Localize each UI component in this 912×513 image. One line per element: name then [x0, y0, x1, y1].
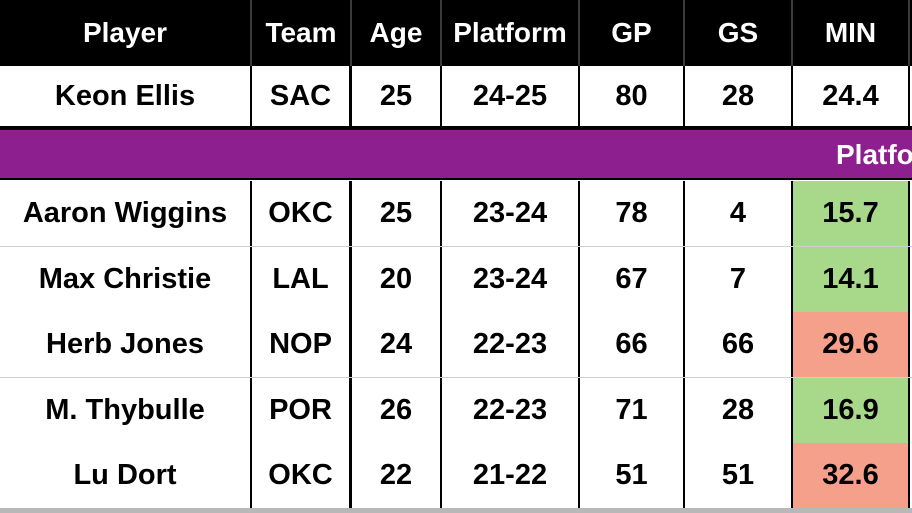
cell-team: OKC [252, 443, 352, 508]
cell-gs: 7 [685, 246, 793, 312]
cell-age: 25 [352, 181, 442, 246]
cell-gs: 51 [685, 443, 793, 508]
subject-team: SAC [252, 66, 352, 126]
section-band-label: Platfo [836, 139, 912, 170]
cell-platform: 23-24 [442, 246, 580, 312]
header-gs: GS [685, 0, 793, 66]
cell-team: POR [252, 377, 352, 443]
cell-gp: 71 [580, 377, 685, 443]
cell-age: 26 [352, 377, 442, 443]
subject-player: Keon Ellis [0, 66, 252, 126]
cell-min: 14.1 [793, 246, 910, 312]
cell-gp: 66 [580, 312, 685, 377]
cell-player: Max Christie [0, 246, 252, 312]
table-row: Max Christie LAL 20 23-24 67 7 14.1 [0, 246, 912, 313]
header-team: Team [252, 0, 352, 66]
cell-min: 15.7 [793, 181, 910, 246]
header-row: Player Team Age Platform GP GS MIN [0, 0, 912, 66]
cell-age: 24 [352, 312, 442, 377]
cell-player: Aaron Wiggins [0, 181, 252, 246]
subject-min: 24.4 [793, 66, 910, 126]
header-player: Player [0, 0, 252, 66]
cell-player: Lu Dort [0, 443, 252, 508]
table-row: M. Thybulle POR 26 22-23 71 28 16.9 [0, 377, 912, 444]
bottom-divider [0, 508, 912, 513]
cell-min: 16.9 [793, 377, 910, 443]
subject-gs: 28 [685, 66, 793, 126]
subject-row: Keon Ellis SAC 25 24-25 80 28 24.4 [0, 66, 912, 128]
cell-gp: 67 [580, 246, 685, 312]
section-band: Platfo [0, 128, 912, 180]
cell-age: 20 [352, 246, 442, 312]
cell-platform: 22-23 [442, 312, 580, 377]
header-min: MIN [793, 0, 910, 66]
cell-gp: 51 [580, 443, 685, 508]
cell-gs: 28 [685, 377, 793, 443]
cell-gp: 78 [580, 181, 685, 246]
cell-player: M. Thybulle [0, 377, 252, 443]
cell-player: Herb Jones [0, 312, 252, 377]
cell-min: 32.6 [793, 443, 910, 508]
cell-gs: 66 [685, 312, 793, 377]
subject-age: 25 [352, 66, 442, 126]
header-gp: GP [580, 0, 685, 66]
cell-team: LAL [252, 246, 352, 312]
cell-team: NOP [252, 312, 352, 377]
cell-team: OKC [252, 181, 352, 246]
header-age: Age [352, 0, 442, 66]
header-platform: Platform [442, 0, 580, 66]
cell-platform: 21-22 [442, 443, 580, 508]
subject-platform: 24-25 [442, 66, 580, 126]
subject-gp: 80 [580, 66, 685, 126]
cell-age: 22 [352, 443, 442, 508]
cell-platform: 23-24 [442, 181, 580, 246]
table-row: Lu Dort OKC 22 21-22 51 51 32.6 [0, 443, 912, 509]
table-row: Herb Jones NOP 24 22-23 66 66 29.6 [0, 312, 912, 378]
table-row: Aaron Wiggins OKC 25 23-24 78 4 15.7 [0, 181, 912, 247]
cell-platform: 22-23 [442, 377, 580, 443]
cell-min: 29.6 [793, 312, 910, 377]
cell-gs: 4 [685, 181, 793, 246]
